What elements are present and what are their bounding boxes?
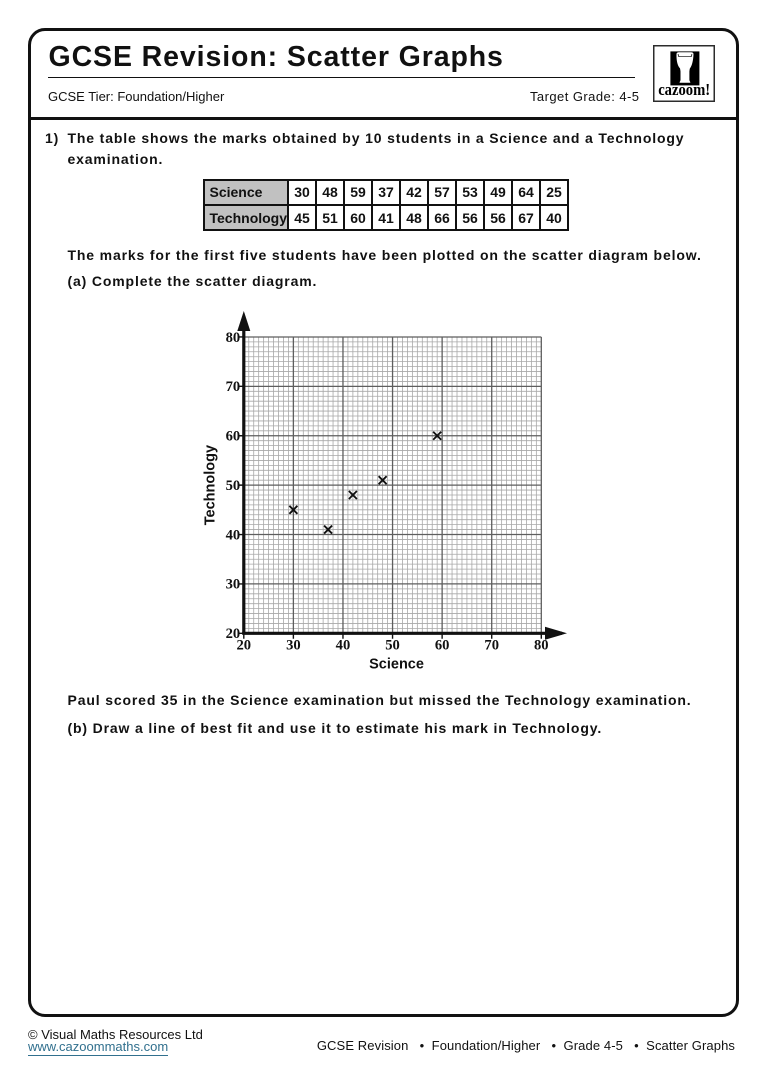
svg-text:70: 70 [226,379,241,395]
svg-text:Technology: Technology [202,445,218,525]
svg-text:60: 60 [435,638,450,654]
svg-text:Science: Science [369,656,424,672]
svg-text:20: 20 [237,638,252,654]
svg-text:80: 80 [534,638,549,654]
svg-text:80: 80 [226,330,241,346]
svg-text:50: 50 [385,638,400,654]
svg-text:20: 20 [226,626,241,642]
svg-text:40: 40 [336,638,351,654]
svg-text:40: 40 [226,527,241,543]
svg-text:cazoom!: cazoom! [658,80,710,99]
svg-text:30: 30 [226,577,241,593]
svg-text:50: 50 [226,478,241,494]
svg-text:60: 60 [226,429,241,445]
svg-text:30: 30 [286,638,301,654]
svg-text:70: 70 [484,638,499,654]
